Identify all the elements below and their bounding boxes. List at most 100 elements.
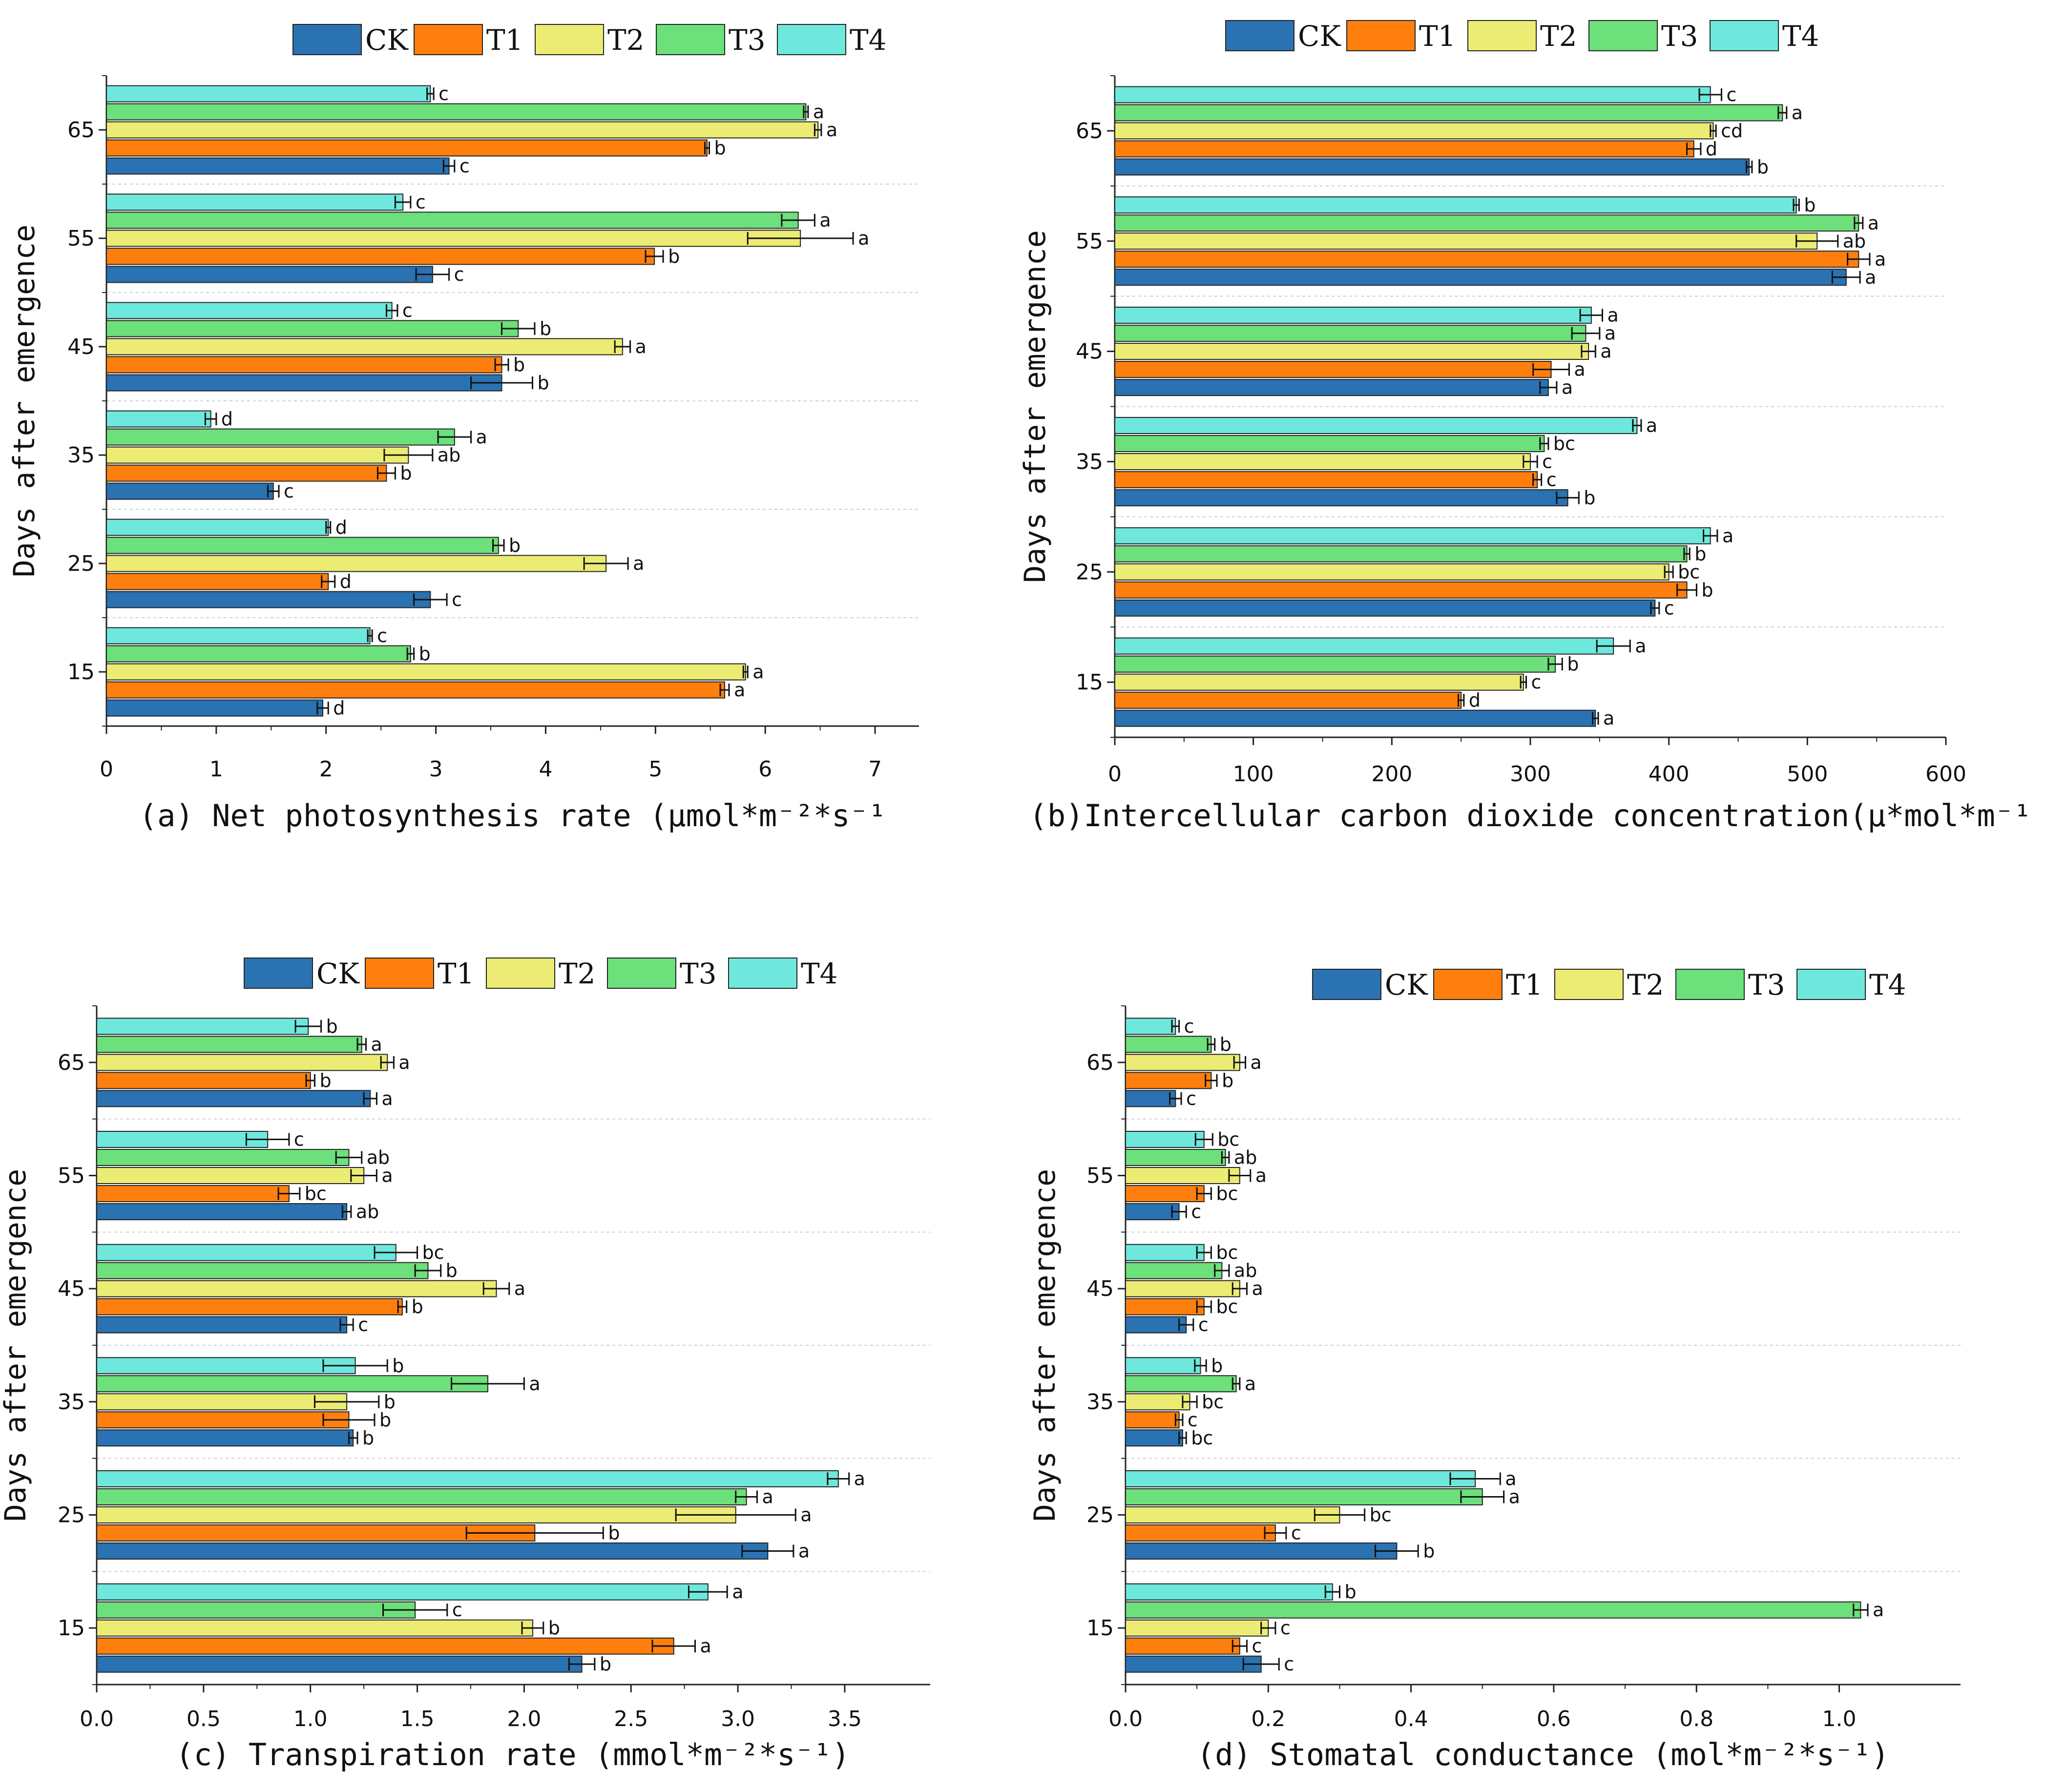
bar-t3-45 (1125, 1262, 1223, 1279)
bar-t4-55 (1125, 1131, 1205, 1148)
bar-ck-25 (96, 1542, 769, 1560)
legend-label-ck: CK (316, 957, 360, 990)
bar-ck-15 (96, 1655, 583, 1673)
bar-t1-55 (96, 1185, 290, 1202)
bar-t3-15 (1114, 655, 1556, 673)
y-tick-label-45: 45 (58, 1276, 85, 1301)
bar-ck-35 (96, 1429, 354, 1447)
y-tick-label-25: 25 (1086, 1503, 1114, 1528)
bar-t3-45 (106, 320, 519, 337)
legend-swatch-ck (244, 958, 313, 989)
sig-label-ck-15: d (333, 697, 345, 719)
sig-label-t1-45: b (412, 1296, 423, 1317)
sig-label-ck-45: a (1562, 377, 1573, 398)
x-tick-label: 5 (648, 757, 662, 782)
legend-swatch-t3 (1588, 20, 1658, 51)
bar-t4-35 (106, 410, 211, 428)
sig-label-t4-35: b (392, 1355, 404, 1376)
sig-label-t2-45: a (1600, 341, 1611, 362)
bar-t1-25 (1114, 581, 1688, 599)
bar-ck-15 (1125, 1655, 1262, 1673)
sig-label-t4-25: a (854, 1468, 865, 1490)
sig-label-t2-45: a (635, 336, 647, 357)
legend-swatch-t4 (1710, 20, 1779, 51)
bar-t4-65 (96, 1018, 309, 1035)
sig-label-t1-65: b (319, 1070, 331, 1091)
sig-label-t2-55: a (1255, 1165, 1267, 1187)
bar-t1-25 (106, 573, 329, 590)
bar-t1-65 (1125, 1072, 1212, 1089)
bar-t2-15 (1114, 673, 1524, 691)
sig-label-t1-25: b (1701, 579, 1713, 601)
legend-swatch-t4 (777, 24, 846, 55)
sig-label-t3-65: a (813, 101, 824, 123)
sig-label-t1-45: a (1574, 359, 1585, 380)
sig-label-t2-25: bc (1678, 561, 1700, 583)
bar-ck-35 (106, 482, 274, 500)
bar-ck-25 (106, 591, 431, 608)
sig-label-t1-25: c (1291, 1522, 1301, 1544)
sig-label-ck-15: b (600, 1653, 611, 1675)
bar-t2-45 (1114, 343, 1589, 360)
sig-label-ck-35: c (284, 480, 294, 502)
y-tick-label-65: 65 (58, 1050, 85, 1075)
bar-t3-35 (96, 1375, 488, 1393)
sig-label-t1-35: b (379, 1409, 391, 1431)
y-tick-label-55: 55 (1086, 1164, 1114, 1188)
sig-label-t2-35: bc (1202, 1391, 1224, 1413)
legend-label-t2: T2 (1627, 968, 1664, 1001)
legend-swatch-t3 (607, 958, 676, 989)
legend-swatch-t1 (1346, 20, 1416, 51)
x-axis-label: (c) Transpiration rate (mmol*m⁻²*s⁻¹) (175, 1737, 850, 1772)
x-tick-label: 0.0 (80, 1707, 114, 1731)
legend-swatch-t2 (1467, 20, 1537, 51)
sig-label-ck-25: a (798, 1541, 810, 1562)
bar-t1-45 (96, 1298, 403, 1315)
sig-label-t4-55: c (294, 1129, 304, 1150)
bar-t2-55 (1125, 1167, 1240, 1184)
x-tick-label: 3.5 (828, 1707, 862, 1731)
bar-t2-35 (96, 1393, 348, 1411)
y-tick-label-65: 65 (1076, 119, 1103, 144)
bar-t1-15 (1114, 691, 1462, 709)
x-tick-label: 2.0 (507, 1707, 541, 1731)
bar-t2-25 (1125, 1506, 1340, 1523)
x-tick-label: 0 (1108, 762, 1122, 787)
sig-label-t3-25: a (1509, 1486, 1520, 1508)
sig-label-t4-45: bc (1216, 1242, 1238, 1263)
bar-t4-25 (1114, 527, 1711, 544)
bar-t2-45 (106, 338, 623, 355)
sig-label-t4-35: d (221, 408, 233, 430)
sig-label-ck-55: ab (356, 1201, 379, 1223)
y-tick-label-55: 55 (67, 226, 95, 251)
y-tick-label-45: 45 (67, 334, 95, 359)
sig-label-t4-25: d (335, 517, 347, 538)
bar-t3-65 (106, 103, 807, 121)
bar-t4-15 (1114, 637, 1614, 655)
sig-label-t4-65: b (326, 1016, 338, 1037)
sig-label-t3-15: b (1567, 653, 1579, 675)
bar-t2-65 (1125, 1054, 1240, 1071)
bar-t4-35 (1125, 1357, 1201, 1375)
y-axis-label: Days after emergence (1018, 230, 1052, 583)
y-tick-label-35: 35 (58, 1390, 85, 1415)
bar-t1-65 (1114, 140, 1694, 158)
sig-label-t4-65: c (1184, 1016, 1194, 1037)
bar-ck-55 (1125, 1203, 1180, 1220)
sig-label-t4-15: c (377, 625, 387, 646)
sig-label-t3-25: b (509, 535, 521, 556)
legend-label-t2: T2 (559, 957, 596, 990)
bar-t4-15 (96, 1583, 709, 1601)
legend-label-t2: T2 (607, 23, 645, 57)
legend-label-t4: T4 (1782, 20, 1819, 53)
sig-label-t1-65: b (714, 137, 726, 159)
sig-label-t4-55: bc (1217, 1129, 1239, 1150)
sig-label-t2-55: a (381, 1165, 393, 1187)
legend-label-t3: T3 (1661, 20, 1698, 53)
sig-label-t2-25: a (800, 1504, 812, 1526)
bar-t4-55 (1114, 196, 1797, 214)
bar-t2-65 (106, 121, 819, 139)
sig-label-t3-35: bc (1553, 433, 1575, 454)
sig-label-t2-65: a (1251, 1052, 1262, 1073)
x-tick-label: 3.0 (721, 1707, 755, 1731)
